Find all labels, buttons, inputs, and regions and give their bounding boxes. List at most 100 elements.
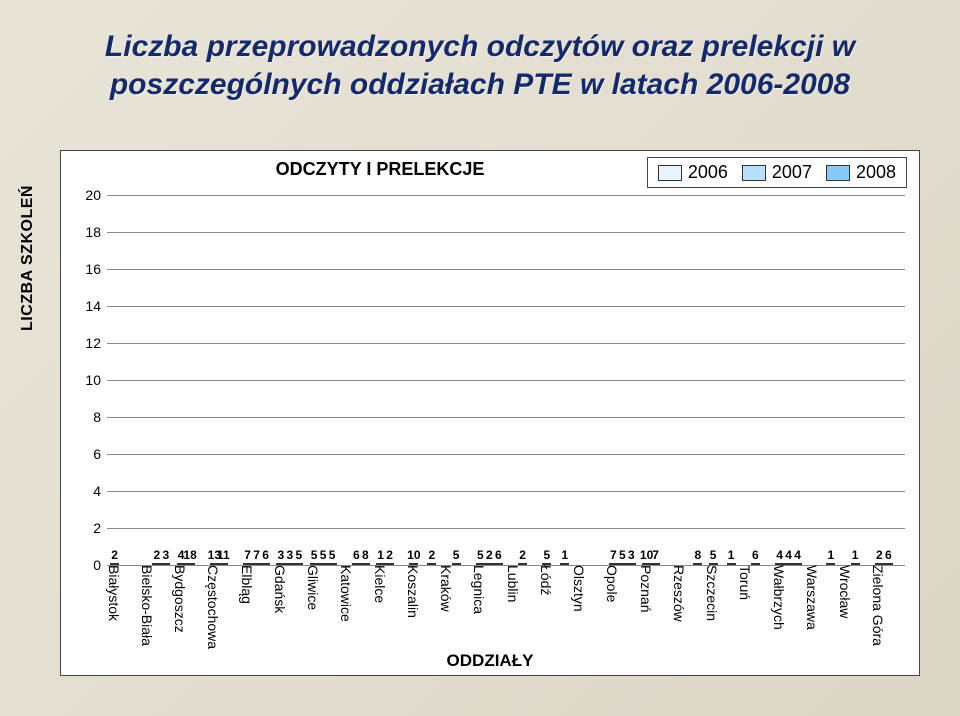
- bar-group: 12Kielce: [373, 563, 406, 565]
- legend-label-2007: 2007: [772, 162, 812, 183]
- bar-value-label: 5: [296, 548, 303, 562]
- bar-value-label: 3: [287, 548, 294, 562]
- plot-area: 024681012141618202Białystok23Bielsko-Bia…: [107, 195, 905, 565]
- bar-value-label: 6: [885, 548, 892, 562]
- bar-group: 51Szczecin: [706, 563, 739, 565]
- grid-line: [107, 491, 905, 492]
- title-line-2: poszczególnych oddziałach PTE w latach 2…: [110, 68, 850, 101]
- bar-group: 1Wrocław: [839, 563, 872, 565]
- bar-group: 776Elbląg: [240, 563, 273, 565]
- bar-group: 23Bielsko-Biała: [140, 563, 173, 565]
- bar: 3: [627, 563, 636, 565]
- bar-value-label: 1: [828, 548, 835, 562]
- category-label: Kraków: [438, 565, 460, 612]
- bar-group: 753Opole: [606, 563, 639, 565]
- category-label: Bielsko-Biała: [139, 565, 161, 646]
- category-label: Poznań: [638, 565, 660, 612]
- category-label: Gdańsk: [272, 565, 294, 613]
- grid-line: [107, 380, 905, 381]
- bar-value-label: 5: [329, 548, 336, 562]
- bar-group: 107Poznań: [639, 563, 672, 565]
- category-label: Opole: [604, 565, 626, 602]
- bar-group: 1311Częstochowa: [207, 563, 240, 565]
- y-tick-label: 10: [71, 372, 101, 388]
- y-tick-label: 8: [71, 409, 101, 425]
- bar-value-label: 4: [776, 548, 783, 562]
- category-label: Katowice: [338, 565, 360, 622]
- bar-group: 555Gliwice: [307, 563, 340, 565]
- bar-value-label: 5: [320, 548, 327, 562]
- bar-value-label: 4: [794, 548, 801, 562]
- bar-value-label: 3: [278, 548, 285, 562]
- bar-value-label: 11: [217, 548, 230, 562]
- bar: 4: [793, 563, 802, 565]
- bar-group: 2Lublin: [506, 563, 539, 565]
- bar-value-label: 2: [111, 548, 118, 562]
- legend-swatch-2008: [826, 165, 850, 181]
- legend-label-2006: 2006: [688, 162, 728, 183]
- bar: 8: [361, 563, 370, 565]
- bar-value-label: 1: [562, 548, 569, 562]
- category-label: Łódź: [538, 565, 560, 595]
- y-tick-label: 0: [71, 557, 101, 573]
- bar-value-label: 5: [453, 548, 460, 562]
- bar: 1: [560, 563, 569, 565]
- legend-label-2008: 2008: [856, 162, 896, 183]
- slide-title: Liczba przeprowadzonych odczytów oraz pr…: [40, 28, 920, 103]
- bar-group: 51Łódź: [539, 563, 572, 565]
- legend-swatch-2006: [658, 165, 682, 181]
- bar-value-label: 18: [183, 548, 196, 562]
- legend-item-2006: 2006: [658, 162, 728, 183]
- bar-value-label: 1: [728, 548, 735, 562]
- bar-value-label: 6: [495, 548, 502, 562]
- bar: 6: [261, 563, 270, 565]
- bar-value-label: 2: [386, 548, 393, 562]
- bar-value-label: 1: [852, 548, 859, 562]
- category-label: Lublin: [505, 565, 527, 602]
- x-axis-label: ODDZIAŁY: [61, 651, 919, 671]
- bar-value-label: 5: [311, 548, 318, 562]
- bar-group: 68Katowice: [340, 563, 373, 565]
- bar-group: 2Białystok: [107, 563, 140, 565]
- bar-value-label: 5: [619, 548, 626, 562]
- bar-value-label: 6: [353, 548, 360, 562]
- category-label: Częstochowa: [205, 565, 227, 649]
- category-label: Olsztyn: [571, 565, 593, 612]
- bar: 6: [494, 563, 503, 565]
- bar-group: 5Kraków: [440, 563, 473, 565]
- bar-value-label: 5: [477, 548, 484, 562]
- y-tick-label: 20: [71, 187, 101, 203]
- bar-value-label: 6: [752, 548, 759, 562]
- category-label: Legnica: [471, 565, 493, 614]
- bar-value-label: 6: [262, 548, 269, 562]
- category-label: Białystok: [106, 565, 128, 621]
- bar-group: 102Koszalin: [406, 563, 439, 565]
- bar-value-label: 7: [652, 548, 659, 562]
- bar: 8: [693, 563, 702, 565]
- bar-value-label: 2: [876, 548, 883, 562]
- category-label: Wrocław: [837, 565, 859, 618]
- category-label: Kielce: [372, 565, 394, 603]
- bar-value-label: 2: [154, 548, 161, 562]
- chart-title: ODCZYTY I PRELEKCJE: [61, 159, 699, 180]
- title-line-1: Liczba przeprowadzonych odczytów oraz pr…: [105, 30, 855, 63]
- bar-value-label: 1: [377, 548, 384, 562]
- legend-swatch-2007: [742, 165, 766, 181]
- bar-value-label: 2: [486, 548, 493, 562]
- y-tick-label: 14: [71, 298, 101, 314]
- category-label: Gliwice: [305, 565, 327, 610]
- grid-line: [107, 306, 905, 307]
- chart-container: ODCZYTY I PRELEKCJE 2006 2007 2008 LICZB…: [60, 150, 920, 676]
- category-label: Toruń: [737, 565, 759, 600]
- bar: 5: [294, 563, 303, 565]
- bar-value-label: 10: [407, 548, 420, 562]
- y-tick-label: 6: [71, 446, 101, 462]
- bar-value-label: 3: [163, 548, 170, 562]
- bar: 3: [161, 563, 170, 565]
- category-label: Wałbrzych: [771, 565, 793, 630]
- grid-line: [107, 232, 905, 233]
- slide: Liczba przeprowadzonych odczytów oraz pr…: [0, 0, 960, 716]
- bar-value-label: 5: [544, 548, 551, 562]
- bar: 1: [826, 563, 835, 565]
- bar-group: 26Zielona Góra: [872, 563, 905, 565]
